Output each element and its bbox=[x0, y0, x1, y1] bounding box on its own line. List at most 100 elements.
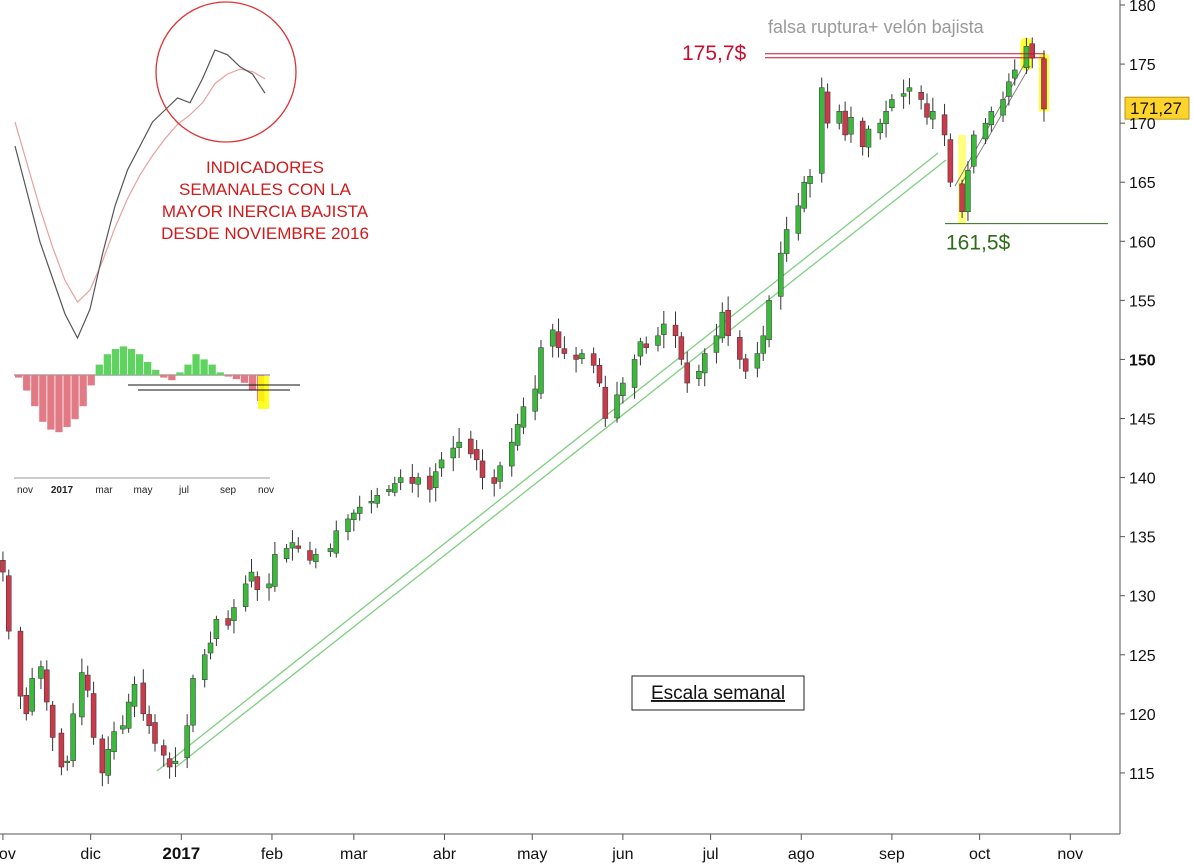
x-tick-label: may bbox=[517, 846, 547, 863]
candle-body bbox=[754, 353, 761, 369]
candle-body bbox=[64, 760, 71, 763]
candle-body bbox=[573, 354, 579, 360]
candle-body bbox=[283, 548, 290, 559]
last-price-tag bbox=[1124, 96, 1190, 120]
candle-body bbox=[213, 619, 220, 639]
candle-body bbox=[918, 91, 924, 100]
histogram-bar bbox=[200, 359, 208, 375]
histogram-bar bbox=[144, 362, 152, 375]
y-tick-label: 180 bbox=[1129, 0, 1156, 15]
candle-body bbox=[207, 642, 214, 654]
candle-body bbox=[473, 449, 480, 461]
indicator-note-line: INDICADORES bbox=[206, 158, 324, 177]
x-tick-label: jun bbox=[611, 846, 633, 863]
candle-body bbox=[105, 749, 111, 776]
candle-body bbox=[643, 343, 650, 348]
candle-body bbox=[725, 309, 731, 337]
inset-x-tick-label: mar bbox=[95, 485, 113, 496]
inset-x-tick-label: may bbox=[134, 485, 153, 496]
candle-body bbox=[161, 745, 167, 756]
candle-body bbox=[889, 99, 895, 109]
short-trendline-b bbox=[959, 65, 1031, 187]
histogram-bar bbox=[176, 372, 184, 375]
candle-body bbox=[120, 725, 126, 730]
candle-body bbox=[79, 672, 85, 718]
histogram-bar bbox=[55, 375, 63, 433]
candle-body bbox=[614, 394, 620, 419]
support-label: 161,5$ bbox=[946, 232, 1011, 255]
candle-body bbox=[409, 476, 416, 484]
candle-body bbox=[254, 576, 261, 591]
candle-body bbox=[1011, 69, 1018, 79]
candle-body bbox=[930, 111, 936, 120]
candle-body bbox=[231, 607, 237, 621]
candle-body bbox=[713, 335, 720, 353]
histogram-bar bbox=[168, 375, 176, 381]
histogram-bar bbox=[248, 375, 257, 391]
candle-body bbox=[58, 732, 65, 768]
candle-body bbox=[672, 324, 679, 337]
candle-body bbox=[538, 347, 544, 394]
y-tick-label: 135 bbox=[1129, 530, 1156, 547]
histogram-bar bbox=[87, 375, 95, 386]
candle-body bbox=[172, 760, 179, 764]
scale-note: Escala semanal bbox=[651, 683, 785, 704]
candle-body bbox=[146, 714, 152, 726]
candle-body bbox=[272, 554, 278, 587]
candle-body bbox=[427, 475, 433, 490]
candle-body bbox=[415, 477, 421, 485]
y-tick-label: 175 bbox=[1129, 57, 1156, 74]
candle-body bbox=[313, 554, 319, 562]
candle-body bbox=[859, 120, 866, 148]
candle-body bbox=[590, 353, 597, 366]
candle-body bbox=[778, 252, 784, 297]
candle-body bbox=[184, 725, 190, 758]
candle-body bbox=[17, 630, 24, 697]
candle-body bbox=[140, 682, 147, 715]
inset-x-tick-label: 2017 bbox=[51, 485, 74, 496]
candle-body bbox=[327, 548, 334, 552]
candle-body bbox=[842, 110, 848, 136]
candle-body bbox=[549, 329, 556, 347]
indicator-note-line: SEMANALES CON LA bbox=[179, 180, 352, 199]
candle-body bbox=[947, 139, 954, 183]
candle-body bbox=[356, 506, 363, 514]
histogram-bar bbox=[192, 354, 200, 375]
candle-body bbox=[655, 335, 661, 346]
candle-body bbox=[795, 205, 802, 234]
y-tick-label: 115 bbox=[1129, 766, 1155, 783]
y-tick-label: 150 bbox=[1129, 352, 1156, 369]
candle-body bbox=[248, 571, 255, 582]
candle-body bbox=[44, 669, 50, 703]
candle-body bbox=[737, 337, 743, 360]
candle-body bbox=[266, 583, 272, 589]
x-tick-label: oct bbox=[969, 846, 991, 863]
x-tick-label: feb bbox=[261, 846, 283, 863]
candle-body bbox=[883, 111, 889, 125]
candle-body bbox=[579, 353, 585, 360]
y-tick-label: 120 bbox=[1129, 707, 1156, 724]
candle-body bbox=[386, 489, 392, 492]
axes: 115 120 125 130 135 140 145 150 155 160 165 170 175 1… bbox=[0, 0, 1156, 863]
inset-x-tick-label: sep bbox=[220, 485, 237, 496]
histogram-bar bbox=[31, 375, 39, 407]
uptrend-line-outer bbox=[156, 152, 939, 772]
candle-body bbox=[836, 111, 843, 124]
y-tick-label: 165 bbox=[1129, 175, 1156, 192]
candle-body bbox=[295, 545, 302, 549]
candle-body bbox=[242, 583, 249, 607]
candle-body bbox=[684, 362, 690, 384]
candle-body bbox=[900, 93, 907, 97]
histogram-bar bbox=[127, 349, 136, 375]
candle-body bbox=[760, 335, 766, 354]
candle-body bbox=[152, 722, 158, 744]
candles bbox=[0, 37, 1047, 787]
candle-body bbox=[345, 518, 351, 532]
candle-body bbox=[818, 87, 825, 174]
candle-body bbox=[374, 495, 380, 504]
candle-body bbox=[561, 348, 568, 354]
candle-body bbox=[23, 695, 30, 715]
candle-body bbox=[702, 353, 708, 374]
candle-body bbox=[865, 128, 872, 148]
candle-body bbox=[988, 111, 995, 126]
